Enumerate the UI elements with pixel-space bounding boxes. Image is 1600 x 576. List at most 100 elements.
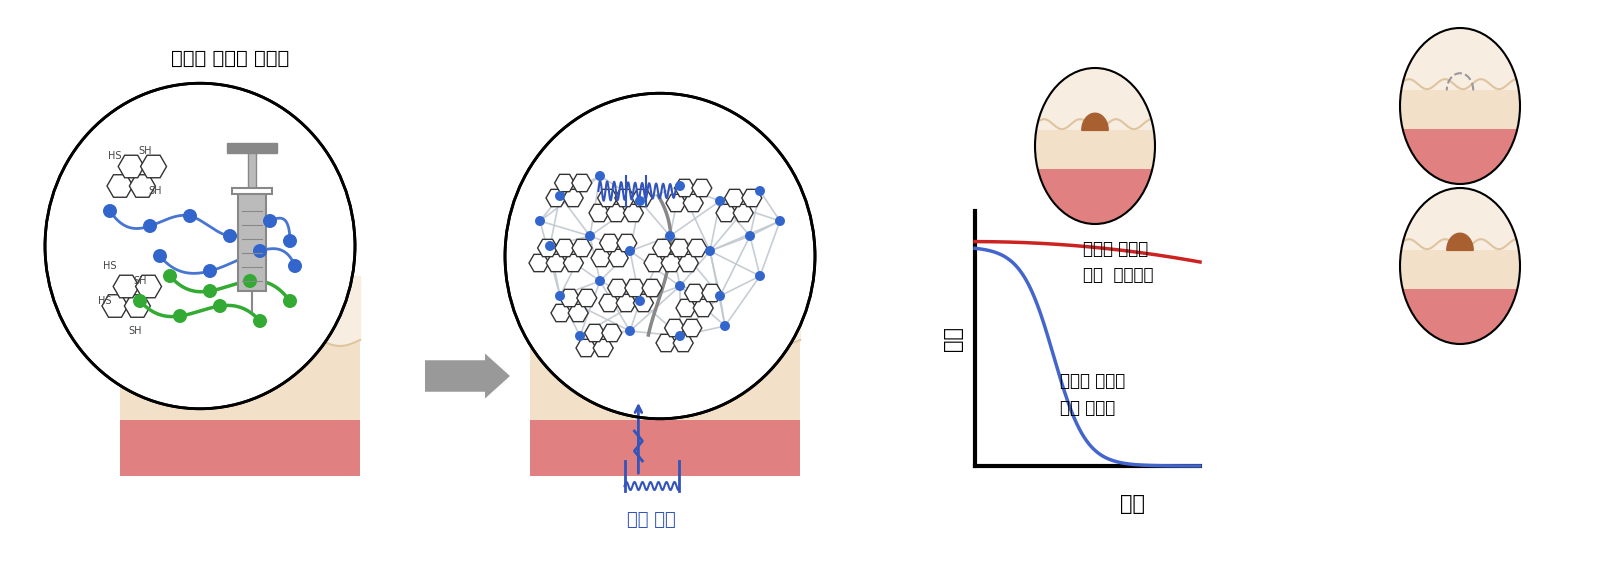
Bar	[1035, 52, 1155, 130]
Polygon shape	[602, 324, 622, 342]
Polygon shape	[598, 294, 619, 312]
Polygon shape	[576, 339, 595, 357]
Polygon shape	[613, 315, 674, 340]
Ellipse shape	[45, 84, 355, 409]
Polygon shape	[670, 240, 690, 257]
Polygon shape	[102, 295, 128, 317]
Ellipse shape	[506, 93, 814, 419]
Polygon shape	[571, 175, 592, 192]
Polygon shape	[717, 204, 736, 222]
Circle shape	[213, 299, 227, 313]
Circle shape	[675, 281, 685, 291]
Circle shape	[755, 186, 765, 196]
Text: 주사형 전도성 수화젤: 주사형 전도성 수화젤	[171, 50, 290, 68]
Bar	[1400, 242, 1520, 289]
Polygon shape	[616, 234, 637, 252]
Text: 단기간 사용을
위한 분해성: 단기간 사용을 위한 분해성	[1061, 373, 1126, 417]
Bar	[1035, 123, 1155, 169]
Ellipse shape	[1400, 28, 1520, 184]
Bar	[120, 340, 360, 420]
Circle shape	[755, 271, 765, 281]
Circle shape	[626, 326, 635, 336]
Bar	[1035, 169, 1155, 224]
Bar	[1400, 130, 1520, 184]
Polygon shape	[661, 255, 682, 272]
Polygon shape	[666, 194, 686, 211]
Circle shape	[102, 204, 117, 218]
Polygon shape	[594, 339, 613, 357]
Text: HS: HS	[109, 151, 122, 161]
Circle shape	[253, 314, 267, 328]
Bar	[530, 420, 800, 476]
Polygon shape	[742, 190, 762, 207]
Circle shape	[173, 309, 187, 323]
Polygon shape	[136, 275, 162, 298]
Polygon shape	[606, 204, 626, 222]
Text: 생체 신호: 생체 신호	[627, 511, 675, 529]
Polygon shape	[560, 289, 579, 306]
Polygon shape	[664, 319, 685, 336]
Polygon shape	[573, 240, 592, 257]
Circle shape	[283, 234, 298, 248]
Polygon shape	[563, 255, 584, 272]
Circle shape	[546, 241, 555, 251]
Circle shape	[243, 274, 258, 288]
Polygon shape	[208, 314, 272, 340]
Text: SH: SH	[128, 326, 142, 336]
Polygon shape	[616, 294, 637, 312]
Polygon shape	[702, 285, 722, 302]
Text: HS: HS	[98, 296, 112, 306]
Polygon shape	[590, 249, 611, 267]
Polygon shape	[568, 304, 589, 321]
Polygon shape	[550, 304, 571, 321]
Polygon shape	[642, 279, 662, 297]
Circle shape	[288, 259, 302, 273]
Polygon shape	[130, 175, 155, 197]
Polygon shape	[686, 240, 707, 257]
Bar	[530, 340, 800, 420]
Polygon shape	[538, 240, 558, 257]
Circle shape	[774, 216, 786, 226]
Circle shape	[675, 181, 685, 191]
Bar	[248, 151, 256, 191]
Polygon shape	[555, 240, 574, 257]
Polygon shape	[725, 190, 744, 207]
Polygon shape	[634, 294, 653, 312]
Bar	[1400, 289, 1520, 344]
Polygon shape	[555, 175, 574, 192]
Bar	[120, 276, 360, 340]
Polygon shape	[118, 156, 144, 178]
Circle shape	[586, 231, 595, 241]
Polygon shape	[624, 279, 645, 297]
Ellipse shape	[1035, 68, 1155, 224]
Bar	[530, 276, 800, 340]
Circle shape	[706, 246, 715, 256]
Polygon shape	[125, 295, 150, 317]
Polygon shape	[1446, 233, 1474, 251]
Polygon shape	[584, 324, 605, 342]
Text: 장기간 사용을
위한  비분해성: 장기간 사용을 위한 비분해성	[1083, 240, 1154, 284]
Circle shape	[715, 196, 725, 206]
Ellipse shape	[1400, 188, 1520, 344]
Polygon shape	[426, 354, 510, 399]
Polygon shape	[624, 204, 643, 222]
Circle shape	[154, 249, 166, 263]
Circle shape	[635, 196, 645, 206]
Circle shape	[595, 276, 605, 286]
Polygon shape	[733, 204, 754, 222]
Circle shape	[534, 216, 546, 226]
Polygon shape	[576, 289, 597, 306]
Polygon shape	[1082, 113, 1109, 130]
Polygon shape	[682, 319, 702, 336]
Polygon shape	[693, 300, 714, 317]
Polygon shape	[675, 179, 694, 196]
Bar	[120, 420, 360, 476]
Polygon shape	[691, 179, 712, 196]
Polygon shape	[674, 334, 693, 352]
Circle shape	[222, 229, 237, 243]
Polygon shape	[141, 156, 166, 178]
Polygon shape	[530, 255, 549, 272]
Polygon shape	[632, 190, 653, 207]
Polygon shape	[608, 279, 627, 297]
Polygon shape	[653, 240, 672, 257]
